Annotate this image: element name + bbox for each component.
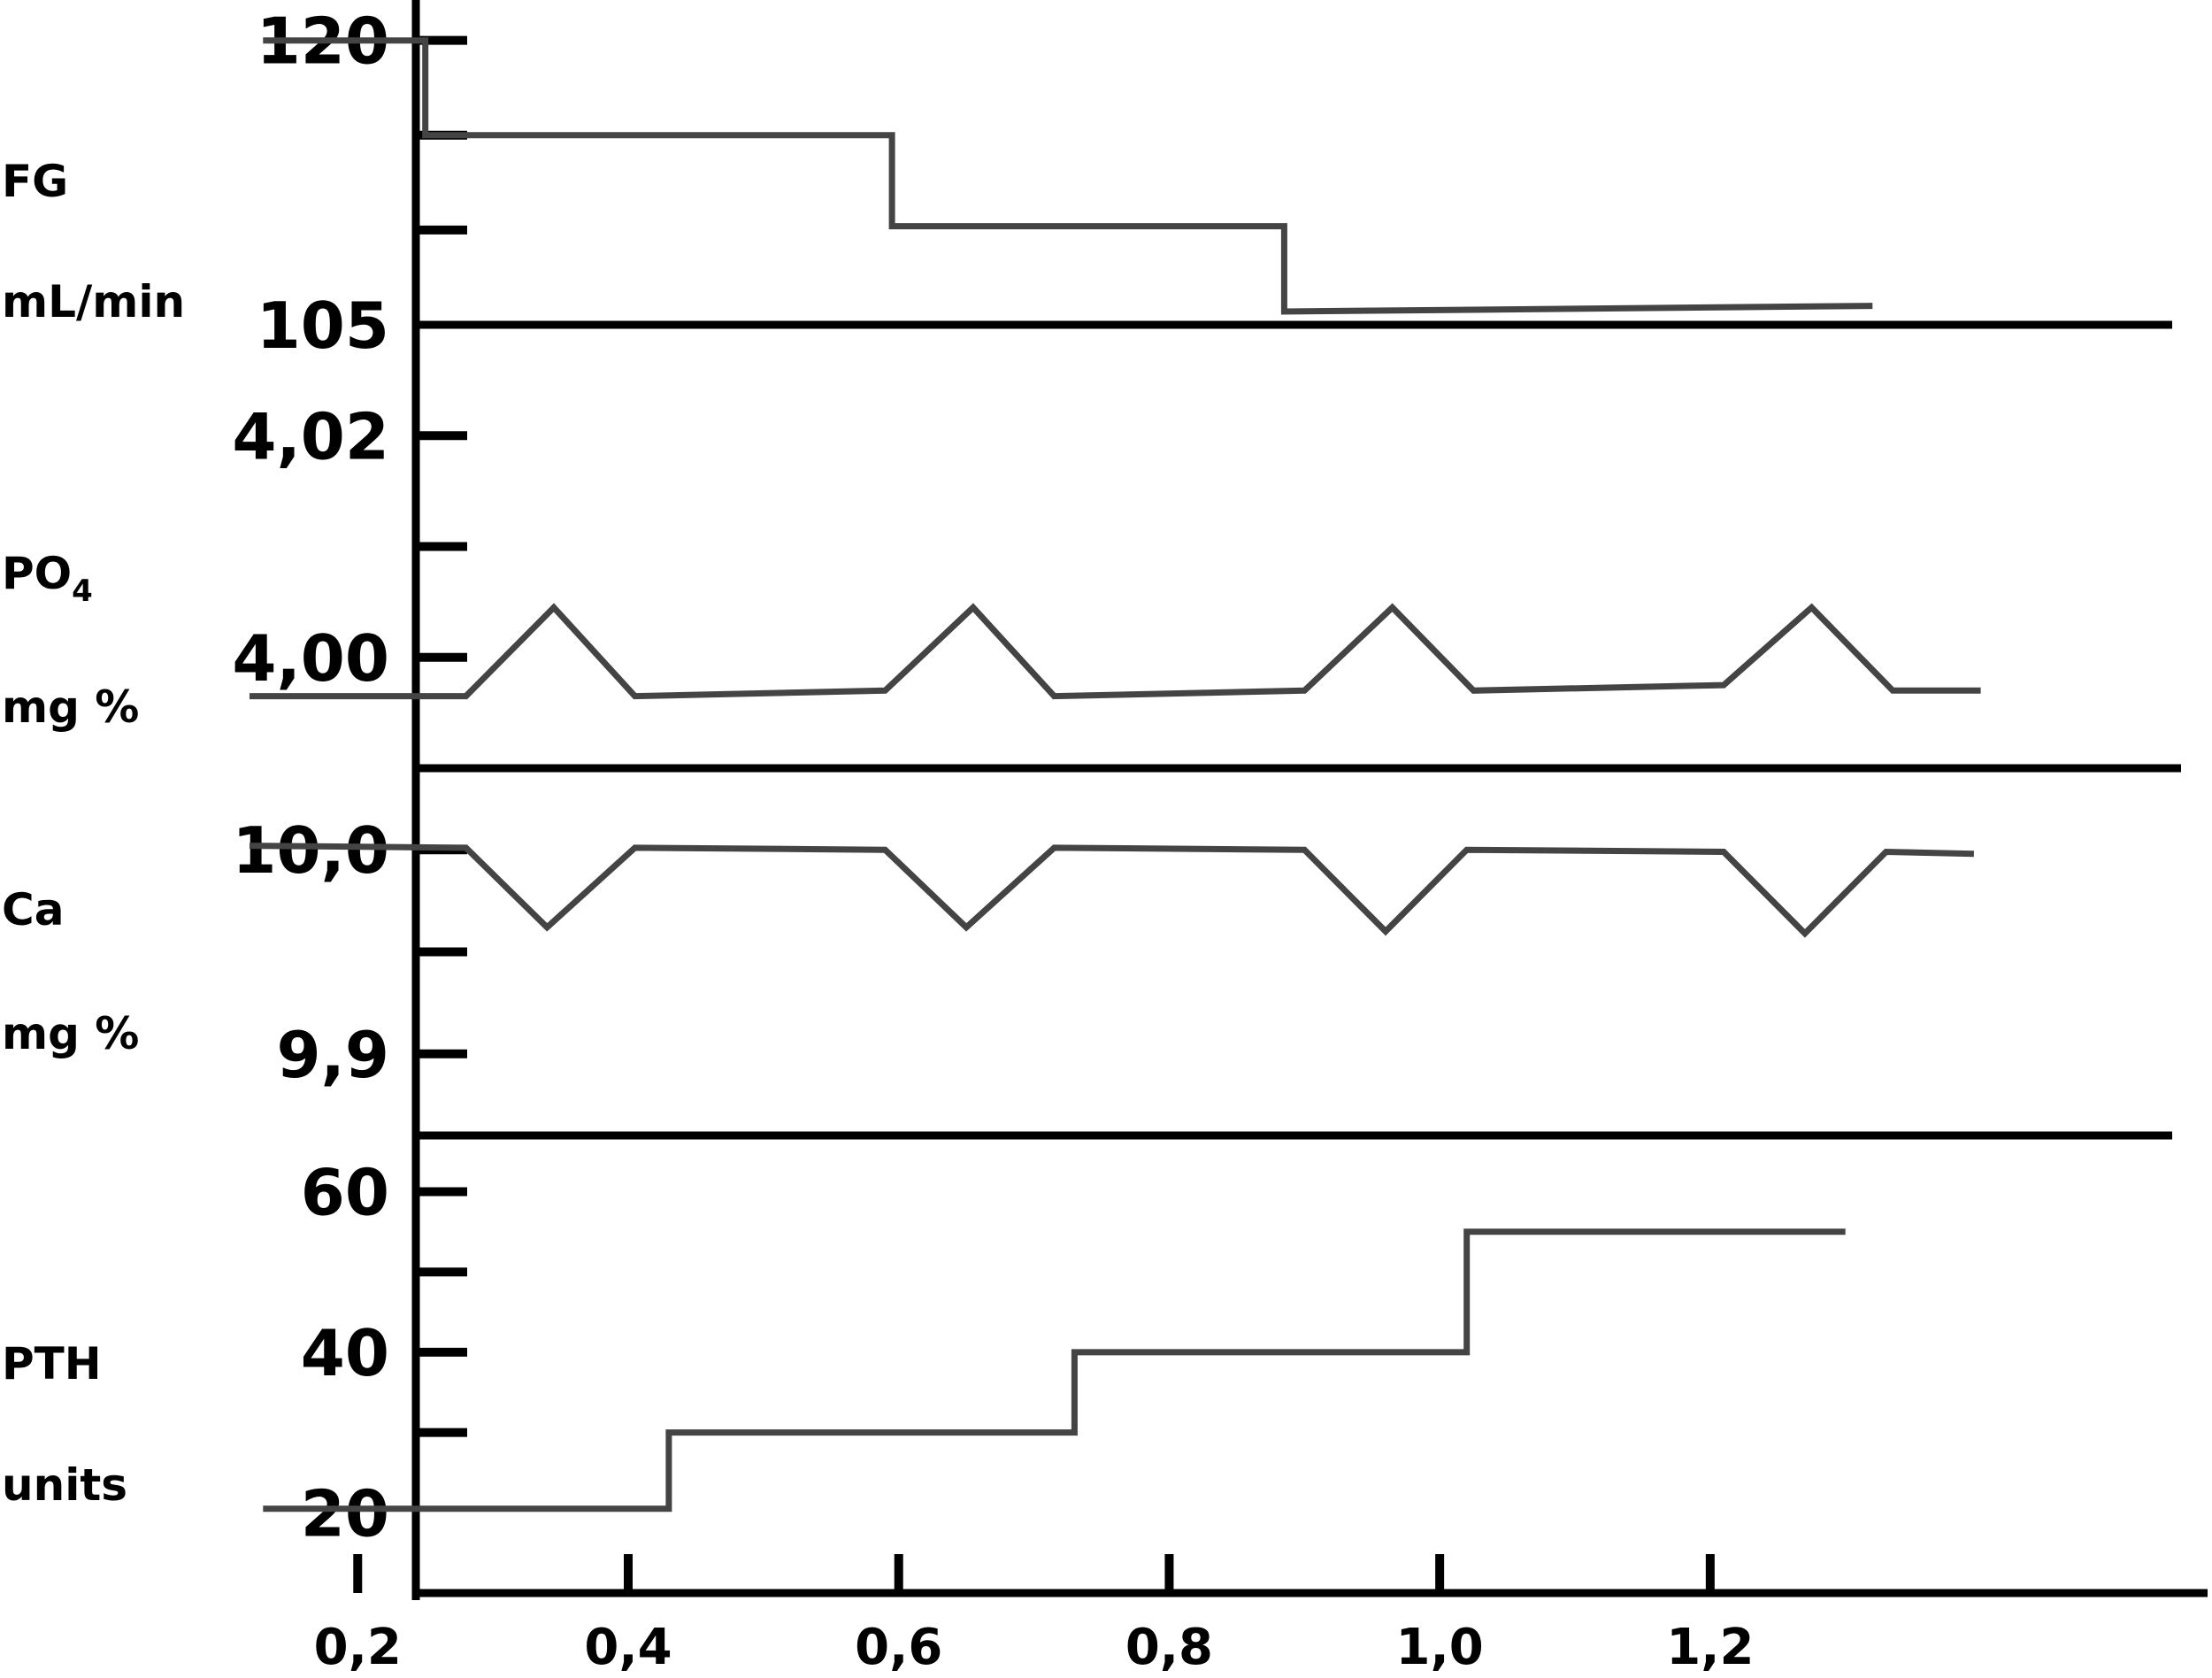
ca-y-tick-label-1: 9,9 [276,1018,389,1092]
fg-label: FG [2,156,68,207]
pth-y-tick-label-0: 60 [301,1155,389,1229]
ca-unit-label: mg % [2,1008,139,1059]
x-tick-label-4: 1,0 [1396,1619,1484,1676]
fg-y-tick-label-1: 105 [257,289,389,363]
po4-label-subscript: 4 [72,573,93,609]
fg-label-text: FG [2,156,68,207]
chart-marks [249,37,1981,1513]
pth-label: PTH [2,1338,102,1389]
po4-y-tick-label-1: 4,00 [232,621,389,696]
pth-y-tick-label-1: 40 [301,1316,389,1390]
po4-y-tick-label-0: 4,02 [232,399,389,473]
ca-y-tick-label-0: 10,0 [232,813,389,888]
fg-series-line [263,37,1873,315]
po4-unit-label: mg % [2,681,139,733]
pth-label-text: PTH [2,1338,102,1389]
ca-label-text: Ca [2,884,64,935]
x-tick-label-2: 0,6 [855,1619,942,1676]
po4-label: PO4 [2,548,93,609]
ca-series-line [249,843,1974,938]
ca-label: Ca [2,884,64,935]
pth-series-line [263,1228,1846,1513]
x-tick-label-5: 1,2 [1666,1619,1754,1676]
fg-unit-label: mL/min [2,276,185,327]
pth-unit-label: units [2,1459,127,1511]
x-tick-label-3: 0,8 [1125,1619,1213,1676]
x-tick-label-1: 0,4 [584,1619,672,1676]
pth-y-tick-label-2: 20 [301,1476,389,1551]
x-tick-label-0: 0,2 [314,1619,402,1676]
po4-label-text: PO [2,548,72,599]
po4-series-line [250,603,1981,700]
